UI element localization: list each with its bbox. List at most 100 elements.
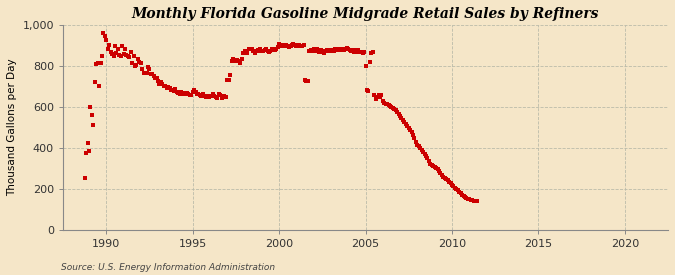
Point (230, 59, 241, 64)
Point (451, 187, 462, 191)
Point (427, 163, 437, 167)
Point (323, 49, 333, 53)
Point (211, 95, 221, 99)
Point (292, 44, 303, 49)
Point (217, 94, 228, 98)
Point (271, 47, 281, 51)
Point (448, 184, 459, 189)
Point (246, 47, 257, 51)
Point (429, 165, 440, 169)
Point (219, 94, 230, 98)
Point (186, 93, 196, 97)
Point (462, 197, 473, 201)
Point (167, 88, 178, 92)
Point (117, 44, 128, 49)
Point (340, 47, 351, 51)
Point (446, 181, 456, 185)
Point (226, 59, 237, 64)
Point (381, 101, 392, 106)
Point (79, 175, 90, 180)
Point (321, 48, 332, 52)
Text: Source: U.S. Energy Information Administration: Source: U.S. Energy Information Administ… (61, 263, 275, 272)
Point (254, 49, 265, 53)
Point (223, 78, 234, 82)
Point (357, 50, 368, 55)
Point (86, 113, 97, 117)
Point (439, 175, 450, 180)
Point (264, 49, 275, 54)
Point (386, 105, 397, 109)
Point (350, 48, 361, 52)
Point (315, 48, 326, 52)
Point (327, 48, 338, 52)
Point (465, 198, 476, 202)
Point (249, 51, 260, 55)
Point (317, 50, 328, 54)
Point (272, 45, 283, 50)
Point (184, 92, 195, 97)
Point (447, 183, 458, 187)
Point (281, 43, 292, 48)
Point (294, 43, 304, 48)
Point (333, 48, 344, 52)
Point (261, 47, 271, 51)
Point (225, 73, 236, 77)
Point (400, 122, 411, 127)
Point (408, 132, 418, 137)
Point (147, 72, 158, 76)
Point (164, 86, 175, 90)
Point (200, 95, 211, 99)
Point (111, 50, 122, 55)
Point (131, 63, 142, 67)
Point (404, 126, 414, 131)
Point (435, 171, 446, 176)
Point (334, 47, 345, 51)
Point (190, 90, 201, 94)
Point (358, 49, 369, 54)
Point (265, 49, 276, 53)
Point (206, 94, 217, 98)
Point (282, 44, 293, 49)
Point (390, 108, 401, 112)
Point (406, 130, 417, 135)
Point (239, 49, 250, 53)
Point (245, 47, 256, 51)
Point (82, 141, 93, 145)
Point (344, 48, 355, 52)
Point (193, 92, 204, 96)
Point (376, 92, 387, 97)
Point (311, 47, 322, 52)
Point (452, 188, 463, 193)
Point (203, 95, 214, 99)
Point (287, 43, 298, 48)
Point (372, 94, 383, 99)
Point (242, 51, 253, 55)
Point (320, 49, 331, 53)
Point (343, 47, 354, 51)
Point (118, 51, 129, 56)
Point (286, 44, 296, 49)
Point (273, 42, 284, 46)
Point (342, 46, 352, 50)
Point (102, 47, 113, 52)
Point (157, 82, 168, 86)
Point (356, 49, 367, 54)
Point (313, 48, 323, 52)
Point (377, 98, 388, 103)
Point (277, 44, 288, 49)
Point (461, 196, 472, 200)
Point (268, 48, 279, 52)
Point (153, 79, 163, 83)
Point (369, 92, 379, 97)
Point (232, 58, 243, 62)
Point (302, 79, 313, 83)
Point (288, 42, 299, 46)
Point (364, 60, 375, 64)
Point (151, 76, 162, 80)
Point (92, 60, 103, 65)
Point (159, 84, 169, 89)
Point (98, 31, 109, 35)
Point (470, 199, 481, 203)
Point (367, 49, 378, 54)
Point (141, 71, 152, 75)
